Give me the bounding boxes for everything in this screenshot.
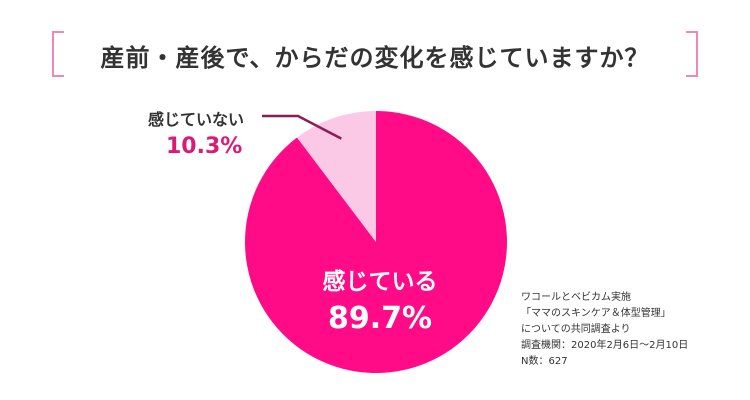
title-bracket-left (52, 31, 64, 77)
source-line: についての共同調査より (521, 324, 631, 335)
slice-label-not-feel: 感じていない (148, 110, 245, 129)
source-line: ワコールとベビカム実施 (521, 292, 631, 303)
source-line: N数：627 (521, 356, 568, 367)
chart-title: 産前・産後で、からだの変化を感じていますか？ (100, 44, 650, 72)
slice-value-not-feel: 10.3% (166, 134, 243, 159)
source-line: 「ママのスキンケア＆体型管理」 (521, 308, 671, 319)
slice-value-feel: 89.7% (327, 301, 433, 336)
leader-line (262, 114, 342, 140)
source-note: ワコールとベビカム実施 「ママのスキンケア＆体型管理」 についての共同調査より … (521, 290, 688, 370)
title-bracket-right (686, 31, 698, 77)
slice-label-feel: 感じている (322, 269, 438, 295)
title-frame: 産前・産後で、からだの変化を感じていますか？ (52, 31, 698, 77)
pie-slice-not-feel (297, 111, 376, 242)
source-line: 調査機関：2020年2月6日〜2月10日 (521, 340, 689, 351)
